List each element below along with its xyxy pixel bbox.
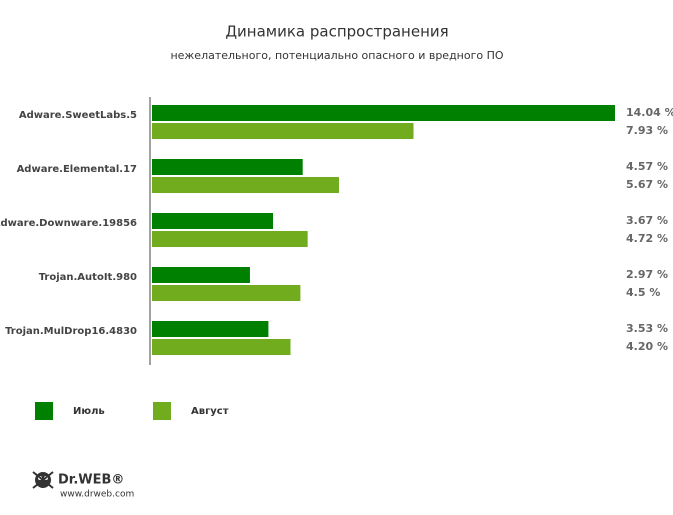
category-label: Trojan.AutoIt.980 bbox=[39, 272, 137, 283]
bar bbox=[152, 285, 301, 301]
bar bbox=[152, 123, 414, 139]
value-label: 4.5 % bbox=[626, 286, 660, 299]
bar bbox=[152, 231, 308, 247]
category-label: Trojan.MulDrop16.4830 bbox=[5, 326, 137, 337]
logo-url: www.drweb.com bbox=[60, 490, 134, 500]
value-label: 14.04 % bbox=[626, 106, 673, 119]
value-label: 7.93 % bbox=[626, 124, 668, 137]
legend-swatch bbox=[153, 402, 171, 420]
logo-icon bbox=[32, 471, 54, 489]
value-label: 3.53 % bbox=[626, 322, 668, 335]
category-label: Adware.SweetLabs.5 bbox=[19, 110, 137, 121]
bar bbox=[152, 177, 339, 193]
chart-subtitle: нежелательного, потенциально опасного и … bbox=[170, 49, 503, 62]
category-label: Adware.Elemental.17 bbox=[17, 164, 137, 175]
bar bbox=[152, 105, 615, 121]
legend-label: Август bbox=[191, 406, 229, 417]
legend-swatch bbox=[35, 402, 53, 420]
bar bbox=[152, 159, 303, 175]
value-label: 4.72 % bbox=[626, 232, 668, 245]
value-label: 3.67 % bbox=[626, 214, 668, 227]
value-label: 5.67 % bbox=[626, 178, 668, 191]
bar bbox=[152, 213, 274, 229]
logo-name: Dr.WEB® bbox=[58, 473, 124, 488]
bar bbox=[152, 339, 291, 355]
value-label: 2.97 % bbox=[626, 268, 668, 281]
value-label: 4.20 % bbox=[626, 340, 668, 353]
category-label: Adware.Downware.19856 bbox=[0, 218, 137, 229]
chart-title: Динамика распространения bbox=[225, 23, 448, 41]
value-label: 4.57 % bbox=[626, 160, 668, 173]
legend-label: Июль bbox=[73, 406, 105, 417]
bar bbox=[152, 267, 250, 283]
bar bbox=[152, 321, 269, 337]
